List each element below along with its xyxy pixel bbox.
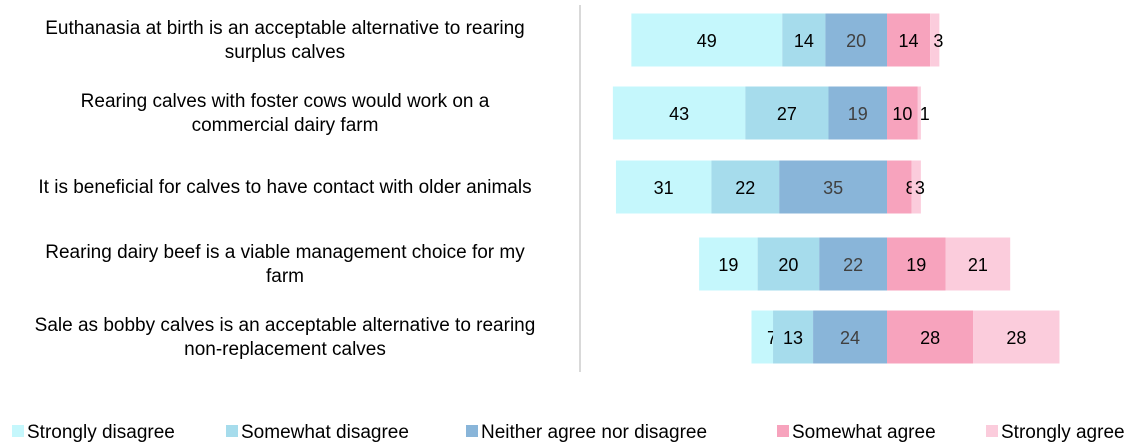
bar-segment — [828, 86, 887, 140]
legend-swatch — [777, 425, 789, 437]
bar-segment — [745, 86, 829, 140]
data-label: 13 — [783, 328, 803, 348]
data-label: 31 — [654, 178, 674, 198]
data-label: 28 — [1006, 328, 1026, 348]
data-label: 8 — [906, 178, 916, 198]
category-label-line: It is beneficial for calves to have cont… — [38, 177, 531, 198]
bar-segment — [887, 13, 931, 67]
legend-label: Strongly agree — [1001, 422, 1125, 443]
bar-segment — [930, 13, 940, 67]
bar-segment — [887, 86, 918, 140]
bar-segment — [825, 13, 887, 67]
data-label: 3 — [915, 178, 925, 198]
category-label: It is beneficial for calves to have cont… — [38, 177, 531, 198]
legend: Strongly disagree Somewhat disagree Neithe… — [12, 422, 1125, 443]
data-label: 22 — [843, 255, 863, 275]
bar-segments: 49 14 20 14 343 27 19 10 131 22 35 8 319 20 22 19 217 13 2… — [612, 13, 1060, 364]
category-label-line: farm — [266, 266, 304, 287]
data-label: 43 — [669, 104, 689, 124]
data-label: 49 — [697, 31, 717, 51]
bar-segment — [887, 237, 946, 291]
bar-segment — [779, 160, 887, 214]
legend-swatch — [12, 425, 24, 437]
data-label: 35 — [823, 178, 843, 198]
data-label: 14 — [794, 31, 814, 51]
data-label: 21 — [968, 255, 988, 275]
bar-segment — [757, 237, 820, 291]
category-label-line: surplus calves — [225, 42, 345, 63]
category-label: Euthanasia at birth is an acceptable alt… — [45, 18, 525, 63]
bar-segment — [782, 13, 826, 67]
bar-segment — [973, 310, 1060, 364]
bar-segment — [819, 237, 887, 291]
bar-segment — [699, 237, 758, 291]
data-label: 14 — [899, 31, 919, 51]
bar-segment — [887, 310, 974, 364]
data-label: 10 — [892, 104, 912, 124]
category-label-line: Sale as bobby calves is an acceptable al… — [35, 315, 536, 336]
data-label: 24 — [840, 328, 860, 348]
bar-segment — [917, 86, 921, 140]
bar-segment — [751, 310, 774, 364]
bar-segment — [945, 237, 1011, 291]
legend-label: Strongly disagree — [27, 422, 175, 443]
bar-segment — [813, 310, 887, 364]
data-label: 28 — [920, 328, 940, 348]
category-label-line: Rearing dairy beef is a viable managemen… — [45, 242, 525, 263]
bar-segment — [887, 160, 912, 214]
category-label-line: non-replacement calves — [184, 339, 386, 360]
legend-swatch — [466, 425, 478, 437]
bar-segment — [773, 310, 814, 364]
bar-segment — [615, 160, 712, 214]
data-label: 3 — [933, 31, 943, 51]
legend-swatch — [226, 425, 238, 437]
data-label: 20 — [778, 255, 798, 275]
data-label: 19 — [718, 255, 738, 275]
data-label: 19 — [906, 255, 926, 275]
category-label: Rearing calves with foster cows would wo… — [81, 91, 490, 136]
legend-label: Somewhat disagree — [241, 422, 409, 443]
legend-label: Neither agree nor disagree — [481, 422, 707, 443]
category-labels: Euthanasia at birth is an acceptable alt… — [35, 18, 536, 360]
bar-segment — [612, 86, 746, 140]
legend-label: Somewhat agree — [792, 422, 936, 443]
data-label: 22 — [735, 178, 755, 198]
bar-segment — [911, 160, 921, 214]
bar-segment — [631, 13, 783, 67]
data-label: 19 — [848, 104, 868, 124]
category-label: Rearing dairy beef is a viable managemen… — [45, 242, 525, 287]
data-label: 27 — [777, 104, 797, 124]
category-label: Sale as bobby calves is an acceptable al… — [35, 315, 536, 360]
data-label: 7 — [767, 328, 777, 348]
data-label: 1 — [920, 104, 930, 124]
category-label-line: commercial dairy farm — [192, 115, 379, 136]
data-label: 20 — [846, 31, 866, 51]
legend-swatch — [986, 425, 998, 437]
category-label-line: Euthanasia at birth is an acceptable alt… — [45, 18, 525, 39]
category-label-line: Rearing calves with foster cows would wo… — [81, 91, 490, 112]
bar-segment — [711, 160, 780, 214]
